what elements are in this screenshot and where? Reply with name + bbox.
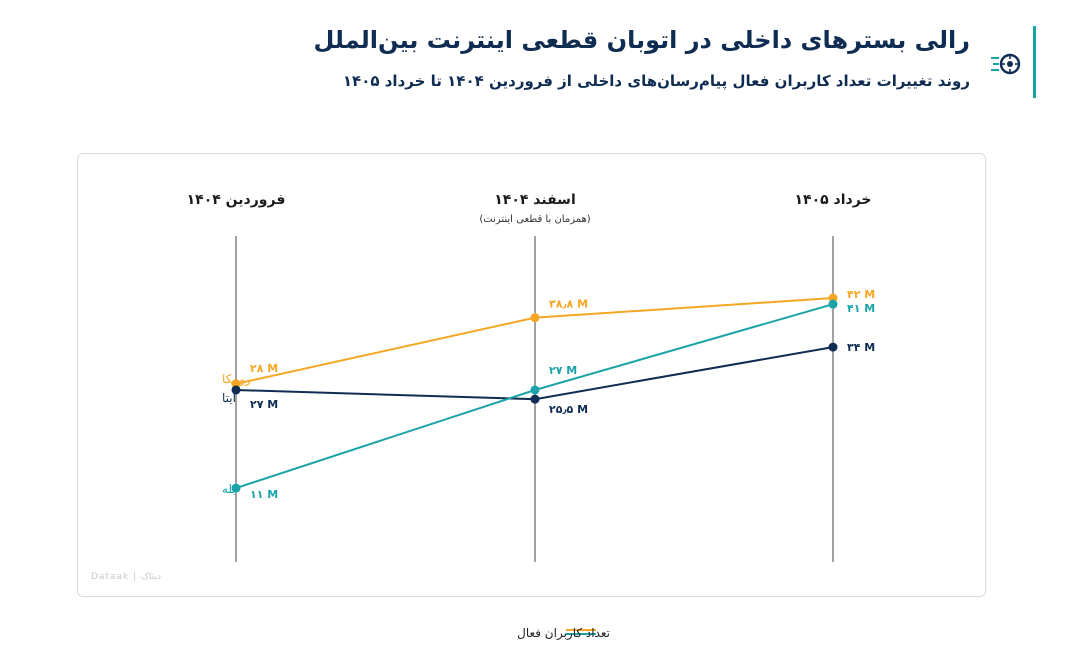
category-label: خرداد ۱۴۰۵ <box>794 192 871 208</box>
data-label: ۴۱ M <box>847 302 875 315</box>
chart-legend: تعداد کاربران فعال <box>460 624 610 644</box>
data-point <box>231 483 241 493</box>
data-label: ۲۷ M <box>549 364 577 377</box>
watermark: Dataak | دیتاک <box>91 572 162 582</box>
series-name-label: بله <box>222 482 236 496</box>
data-point <box>828 342 838 352</box>
data-label: ۳۸٫۸ M <box>549 298 588 311</box>
data-point <box>530 385 540 395</box>
data-label: ۱۱ M <box>250 488 278 501</box>
data-point <box>231 385 241 395</box>
legend-label: تعداد کاربران فعال <box>517 626 610 640</box>
page-subtitle: روند تغییرات تعداد کاربران فعال پیام‌رسا… <box>342 72 970 90</box>
header-accent-bar <box>1033 26 1036 98</box>
data-point <box>828 299 838 309</box>
category-note: (همزمان با قطعی اینترنت) <box>479 214 590 225</box>
series-name-label: روبیکا <box>222 372 251 387</box>
category-label: فروردین ۱۴۰۴ <box>187 192 286 208</box>
rocket-wheel-icon <box>991 53 1021 75</box>
series-name-label: ایتا <box>222 391 236 405</box>
data-label: ۲۵٫۵ M <box>549 403 588 416</box>
data-label: ۲۷ M <box>250 398 278 411</box>
data-label: ۳۴ M <box>847 341 875 354</box>
data-label: ۲۸ M <box>250 362 278 375</box>
category-label: اسفند ۱۴۰۴ <box>494 192 576 208</box>
data-label: ۴۲ M <box>847 288 875 301</box>
legend-swatch <box>566 629 596 637</box>
page-title: رالی بسترهای داخلی در اتوبان قطعی اینترن… <box>313 26 970 54</box>
data-point <box>530 394 540 404</box>
chart-card <box>77 153 986 597</box>
data-point <box>530 313 540 323</box>
